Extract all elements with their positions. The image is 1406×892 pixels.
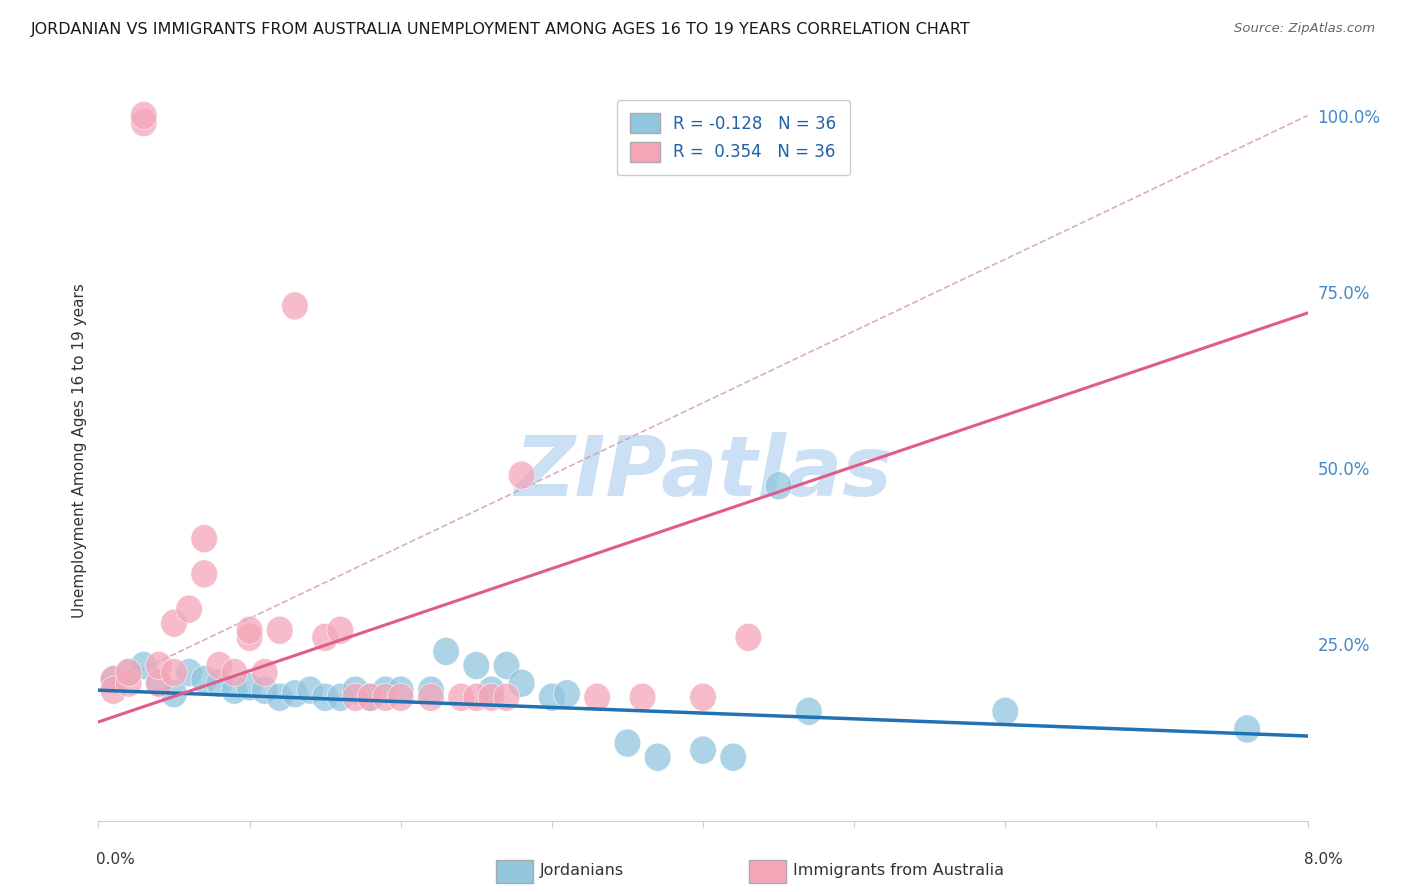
Ellipse shape	[267, 683, 292, 711]
Ellipse shape	[131, 102, 157, 129]
Ellipse shape	[146, 651, 172, 680]
Ellipse shape	[478, 683, 505, 711]
Legend: R = -0.128   N = 36, R =  0.354   N = 36: R = -0.128 N = 36, R = 0.354 N = 36	[617, 100, 849, 176]
Ellipse shape	[236, 616, 263, 644]
Ellipse shape	[328, 616, 353, 644]
Text: JORDANIAN VS IMMIGRANTS FROM AUSTRALIA UNEMPLOYMENT AMONG AGES 16 TO 19 YEARS CO: JORDANIAN VS IMMIGRANTS FROM AUSTRALIA U…	[31, 22, 970, 37]
Ellipse shape	[176, 658, 202, 687]
Ellipse shape	[342, 676, 368, 705]
Text: 8.0%: 8.0%	[1303, 852, 1343, 867]
Ellipse shape	[1234, 714, 1260, 743]
Ellipse shape	[221, 676, 247, 705]
Text: Jordanians: Jordanians	[540, 863, 624, 878]
Text: 0.0%: 0.0%	[96, 852, 135, 867]
Ellipse shape	[735, 624, 762, 651]
Ellipse shape	[115, 658, 142, 687]
Ellipse shape	[328, 683, 353, 711]
Ellipse shape	[281, 680, 308, 707]
Ellipse shape	[644, 743, 671, 772]
Ellipse shape	[191, 524, 218, 553]
Ellipse shape	[207, 651, 232, 680]
Ellipse shape	[357, 683, 384, 711]
Text: Source: ZipAtlas.com: Source: ZipAtlas.com	[1234, 22, 1375, 36]
Ellipse shape	[312, 683, 339, 711]
Ellipse shape	[765, 472, 792, 500]
Ellipse shape	[252, 676, 278, 705]
Ellipse shape	[388, 683, 413, 711]
Ellipse shape	[100, 665, 127, 694]
Ellipse shape	[207, 669, 232, 698]
Ellipse shape	[554, 680, 581, 707]
Ellipse shape	[433, 638, 460, 665]
Ellipse shape	[176, 595, 202, 624]
Ellipse shape	[160, 658, 187, 687]
Ellipse shape	[146, 669, 172, 698]
Ellipse shape	[630, 683, 655, 711]
Ellipse shape	[236, 624, 263, 651]
Ellipse shape	[614, 729, 641, 757]
Ellipse shape	[100, 665, 127, 694]
Ellipse shape	[509, 669, 534, 698]
Ellipse shape	[191, 665, 218, 694]
Y-axis label: Unemployment Among Ages 16 to 19 years: Unemployment Among Ages 16 to 19 years	[72, 283, 87, 618]
Ellipse shape	[418, 676, 444, 705]
Ellipse shape	[131, 109, 157, 136]
Ellipse shape	[690, 736, 716, 764]
Ellipse shape	[993, 698, 1018, 725]
Ellipse shape	[160, 609, 187, 637]
Ellipse shape	[509, 461, 534, 489]
Ellipse shape	[312, 624, 339, 651]
Ellipse shape	[100, 676, 127, 705]
Ellipse shape	[160, 680, 187, 707]
Ellipse shape	[146, 669, 172, 698]
Ellipse shape	[388, 676, 413, 705]
Ellipse shape	[463, 651, 489, 680]
Ellipse shape	[418, 683, 444, 711]
Ellipse shape	[191, 560, 218, 588]
Ellipse shape	[373, 676, 399, 705]
Ellipse shape	[373, 683, 399, 711]
Ellipse shape	[478, 676, 505, 705]
Ellipse shape	[115, 658, 142, 687]
Ellipse shape	[796, 698, 823, 725]
Ellipse shape	[720, 743, 747, 772]
Ellipse shape	[221, 658, 247, 687]
Ellipse shape	[131, 651, 157, 680]
Ellipse shape	[449, 683, 474, 711]
Text: ZIPatlas: ZIPatlas	[515, 432, 891, 513]
Ellipse shape	[538, 683, 565, 711]
Ellipse shape	[281, 292, 308, 320]
Ellipse shape	[297, 676, 323, 705]
Ellipse shape	[357, 683, 384, 711]
Ellipse shape	[690, 683, 716, 711]
Ellipse shape	[583, 683, 610, 711]
Ellipse shape	[494, 651, 520, 680]
Ellipse shape	[267, 616, 292, 644]
Ellipse shape	[463, 683, 489, 711]
Ellipse shape	[115, 669, 142, 698]
Ellipse shape	[342, 683, 368, 711]
Ellipse shape	[494, 683, 520, 711]
Text: Immigrants from Australia: Immigrants from Australia	[793, 863, 1004, 878]
Ellipse shape	[236, 673, 263, 701]
Ellipse shape	[252, 658, 278, 687]
